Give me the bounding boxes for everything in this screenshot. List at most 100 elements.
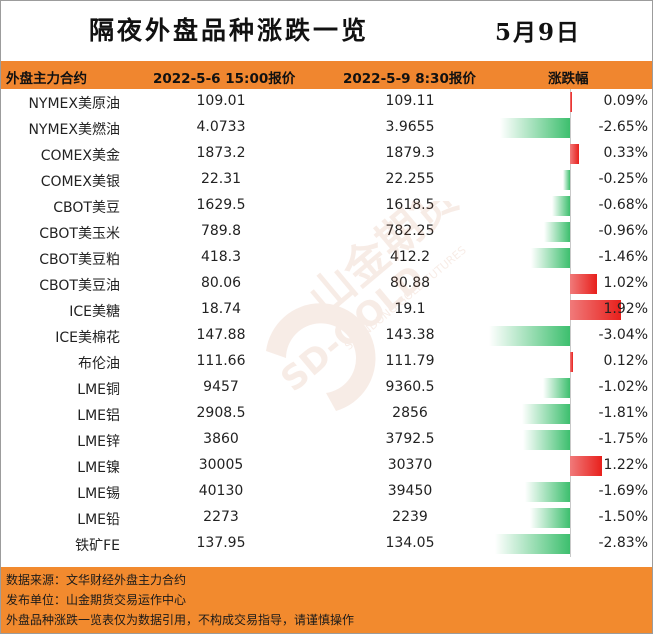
table-row: LME锌 3860 3792.5 -1.75% [1, 427, 652, 453]
contract-name: CBOT美豆粕 [39, 252, 120, 268]
change-percent: 1.22% [603, 457, 648, 473]
report-date: 5月9日 [495, 19, 582, 46]
change-percent: -1.69% [598, 483, 648, 499]
change-percent: 1.92% [603, 301, 648, 317]
change-bar-up [570, 92, 573, 112]
table-row: CBOT美豆 1629.5 1618.5 -0.68% [1, 193, 652, 219]
price-before: 1873.2 [196, 145, 246, 161]
table-row: COMEX美金 1873.2 1879.3 0.33% [1, 141, 652, 167]
contract-name: CBOT美豆 [53, 200, 120, 216]
price-after: 3792.5 [385, 431, 435, 447]
footer: 数据来源：文华财经外盘主力合约 发布单位：山金期货交易运作中心 外盘品种涨跌一览… [1, 567, 652, 633]
price-after: 2856 [392, 405, 428, 421]
change-percent: -0.25% [598, 171, 648, 187]
change-bar-up [570, 144, 579, 164]
price-before: 30005 [198, 457, 244, 473]
change-percent: 0.09% [603, 93, 648, 109]
contract-name: LME铅 [77, 512, 120, 528]
footer-publisher: 发布单位：山金期货交易运作中心 [6, 593, 187, 607]
table-row: LME铅 2273 2239 -1.50% [1, 505, 652, 531]
contract-name: LME镍 [77, 460, 120, 476]
change-percent: -1.81% [598, 405, 648, 421]
contract-name: ICE美棉花 [55, 330, 120, 346]
table-row: COMEX美银 22.31 22.255 -0.25% [1, 167, 652, 193]
price-after: 143.38 [385, 327, 435, 343]
change-percent: 1.02% [603, 275, 648, 291]
table-row: LME镍 30005 30370 1.22% [1, 453, 652, 479]
table-row: ICE美棉花 147.88 143.38 -3.04% [1, 323, 652, 349]
change-bar-down [523, 430, 570, 450]
change-bar-up [570, 274, 598, 294]
price-before: 80.06 [200, 275, 242, 291]
change-bar-up [570, 456, 603, 476]
change-bar-down [521, 404, 570, 424]
price-before: 1629.5 [196, 197, 246, 213]
change-percent: -0.68% [598, 197, 648, 213]
header-contract: 外盘主力合约 [6, 71, 87, 87]
change-percent: -2.65% [598, 119, 648, 135]
change-percent: -1.50% [598, 509, 648, 525]
table-row: NYMEX美燃油 4.0733 3.9655 -2.65% [1, 115, 652, 141]
contract-name: COMEX美金 [40, 148, 120, 164]
contract-name: CBOT美豆油 [39, 278, 120, 294]
price-after: 412.2 [389, 249, 431, 265]
header-change: 涨跌幅 [548, 71, 589, 87]
price-before: 789.8 [200, 223, 242, 239]
change-bar-up [570, 352, 574, 372]
header-price-after: 2022-5-9 8:30报价 [343, 71, 476, 87]
price-after: 22.255 [385, 171, 435, 187]
price-before: 3860 [203, 431, 239, 447]
change-bar-down [551, 196, 570, 216]
price-after: 80.88 [389, 275, 431, 291]
price-after: 111.79 [385, 353, 435, 369]
price-before: 137.95 [196, 535, 246, 551]
contract-name: NYMEX美燃油 [28, 122, 120, 138]
change-percent: -1.75% [598, 431, 648, 447]
change-bar-down [489, 326, 570, 346]
footer-disclaimer: 外盘品种涨跌一览表仅为数据引用，不构成交易指导，请谨慎操作 [6, 613, 355, 627]
change-bar-down [563, 170, 570, 190]
price-before: 18.74 [200, 301, 242, 317]
change-bar-down [544, 222, 570, 242]
table-row: CBOT美豆油 80.06 80.88 1.02% [1, 271, 652, 297]
price-before: 22.31 [200, 171, 242, 187]
change-bar-up [570, 300, 622, 320]
change-percent: -2.83% [598, 535, 648, 551]
price-before: 109.01 [196, 93, 246, 109]
price-after: 2239 [392, 509, 428, 525]
change-bar-down [530, 508, 570, 528]
contract-name: 布伦油 [78, 356, 120, 372]
table-row: LME铝 2908.5 2856 -1.81% [1, 401, 652, 427]
price-before: 418.3 [200, 249, 242, 265]
price-after: 134.05 [385, 535, 435, 551]
change-percent: -0.96% [598, 223, 648, 239]
change-percent: 0.12% [603, 353, 648, 369]
table-row: CBOT美玉米 789.8 782.25 -0.96% [1, 219, 652, 245]
contract-name: ICE美糖 [69, 304, 120, 320]
change-bar-down [499, 118, 570, 138]
table-row: 铁矿FE 137.95 134.05 -2.83% [1, 531, 652, 557]
table-row: NYMEX美原油 109.01 109.11 0.09% [1, 89, 652, 115]
price-after: 19.1 [394, 301, 426, 317]
change-percent: 0.33% [603, 145, 648, 161]
price-before: 9457 [203, 379, 239, 395]
contract-name: LME铝 [77, 408, 120, 424]
price-after: 109.11 [385, 93, 435, 109]
price-before: 2273 [203, 509, 239, 525]
table-row: CBOT美豆粕 418.3 412.2 -1.46% [1, 245, 652, 271]
price-after: 782.25 [385, 223, 435, 239]
price-before: 40130 [198, 483, 244, 499]
table-row: LME铜 9457 9360.5 -1.02% [1, 375, 652, 401]
price-after: 30370 [387, 457, 433, 473]
change-percent: -1.46% [598, 249, 648, 265]
price-after: 1618.5 [385, 197, 435, 213]
change-bar-down [531, 248, 570, 268]
price-before: 2908.5 [196, 405, 246, 421]
contract-name: 铁矿FE [75, 538, 120, 554]
table-row: 布伦油 111.66 111.79 0.12% [1, 349, 652, 375]
change-percent: -3.04% [598, 327, 648, 343]
price-after: 9360.5 [385, 379, 435, 395]
title-row: 隔夜外盘品种涨跌一览 5月9日 [1, 1, 652, 61]
price-after: 1879.3 [385, 145, 435, 161]
